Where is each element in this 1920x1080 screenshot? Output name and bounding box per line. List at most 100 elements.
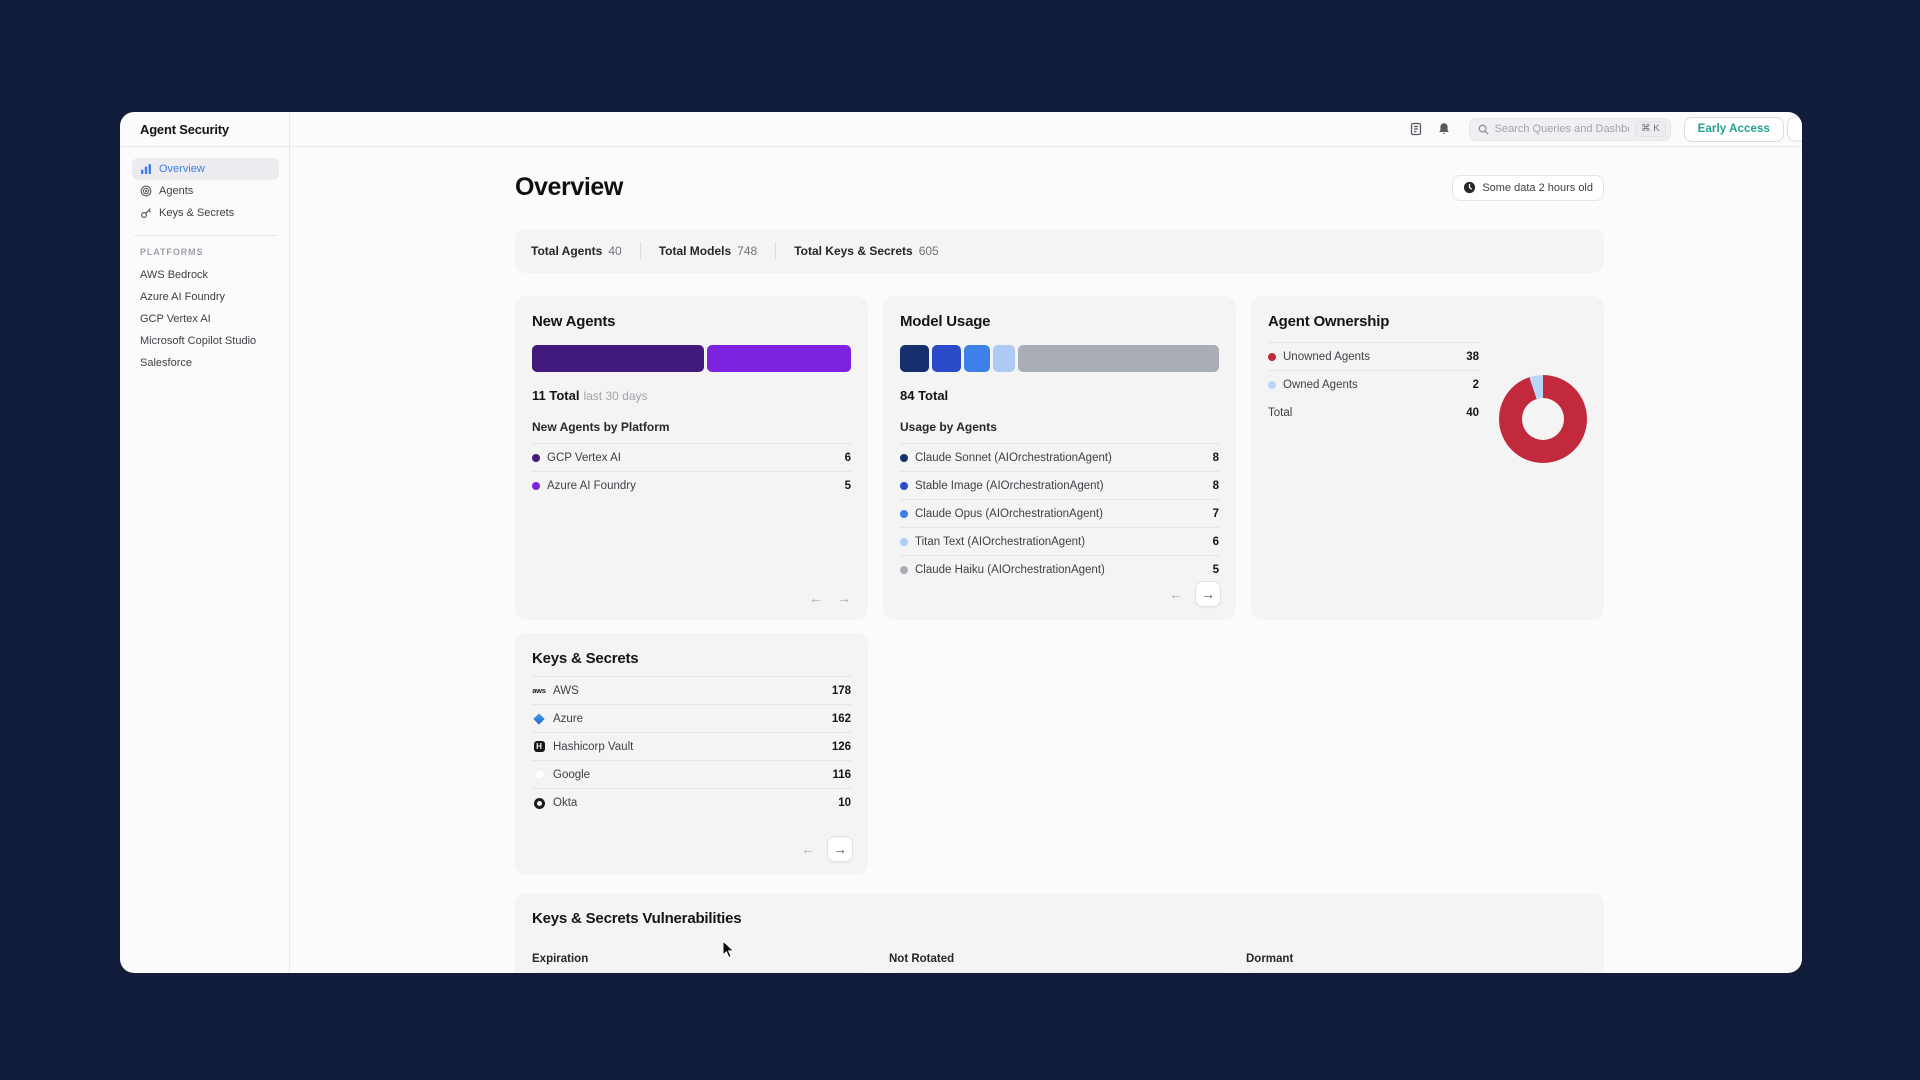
docs-icon[interactable] [1409, 122, 1424, 137]
sidebar-item-overview[interactable]: Overview [132, 158, 279, 180]
search-placeholder: Search Queries and Dashboards [1494, 123, 1630, 135]
notifications-bell-icon[interactable] [1437, 122, 1452, 137]
row-value: 5 [844, 480, 851, 492]
row-value: 178 [831, 684, 851, 697]
sidebar-item-platform[interactable]: Azure AI Foundry [140, 291, 225, 303]
stat-value: 605 [918, 244, 939, 258]
row-value: 8 [1212, 479, 1219, 492]
staleness-text: Some data 2 hours old [1482, 181, 1593, 194]
sidebar-item-platform[interactable]: AWS Bedrock [140, 269, 209, 281]
row-label: Stable Image (AIOrchestrationAgent) [915, 479, 1104, 492]
row-label: Unowned Agents [1283, 350, 1370, 363]
sidebar-item-platform[interactable]: Microsoft Copilot Studio [140, 335, 257, 347]
bar-segment [900, 345, 930, 372]
bar-segment [532, 345, 705, 372]
new-agents-total: 11 Total last 30 days [532, 388, 851, 403]
sidebar-nav: Overview Agents Keys & Secrets PLATFORMS… [120, 147, 289, 374]
total-label: Total [1268, 407, 1293, 419]
sidebar-header: Agent Security [120, 112, 289, 147]
card-title: Model Usage [900, 313, 991, 330]
row-value: 6 [844, 451, 851, 464]
row-value: 2 [1472, 379, 1479, 391]
page-title: Overview [515, 173, 623, 201]
model-usage-total: 84 Total [900, 388, 1219, 403]
app-window: Agent Security Overview Agents Keys & Se… [120, 112, 1802, 973]
next-page-button[interactable]: → [837, 590, 851, 606]
card-model-usage: Model Usage 84 Total Usage by Agents Cla… [883, 296, 1236, 620]
bar-segment [932, 345, 962, 372]
ownership-donut-chart [1499, 375, 1587, 463]
next-page-button[interactable]: → [1195, 581, 1221, 607]
card-subtitle: Usage by Agents [900, 420, 997, 434]
list-item: Claude Sonnet (AIOrchestrationAgent) 8 [900, 444, 1219, 472]
row-value: 116 [832, 768, 851, 781]
vulnerability-columns: Expiration Not Rotated Dormant [532, 953, 1587, 973]
key-icon [140, 208, 152, 219]
sidebar-divider [134, 235, 277, 236]
row-label: GCP Vertex AI [547, 451, 621, 464]
list-item: Azure 162 [532, 705, 851, 733]
prev-page-button[interactable]: ← [1169, 586, 1183, 602]
series-color-dot [900, 481, 908, 490]
column-header: Dormant [1246, 953, 1294, 965]
section-keys-secrets-vulnerabilities: Keys & Secrets Vulnerabilities Expiratio… [515, 893, 1604, 973]
list-item: GCP Vertex AI 6 [532, 444, 851, 472]
model-usage-list: Claude Sonnet (AIOrchestrationAgent) 8 Sta… [900, 443, 1219, 584]
search-icon [1478, 124, 1489, 135]
row-value: 10 [838, 797, 851, 809]
sidebar-item-keys-secrets[interactable]: Keys & Secrets [132, 202, 279, 224]
row-value: 126 [831, 740, 851, 753]
row-value: 38 [1466, 350, 1479, 363]
bar-segment [707, 345, 851, 372]
main-area: Search Queries and Dashboards ⌘ K Early … [290, 112, 1802, 973]
sidebar: Agent Security Overview Agents Keys & Se… [120, 112, 290, 973]
row-label: AWS [553, 684, 579, 697]
series-color-dot [532, 482, 540, 490]
total-period: last 30 days [583, 389, 648, 403]
sidebar-item-platform[interactable]: GCP Vertex AI [140, 313, 211, 325]
list-item: Titan Text (AIOrchestrationAgent) 6 [900, 528, 1219, 556]
model-usage-stacked-bar [900, 345, 1219, 372]
early-access-label: Early Access [1697, 123, 1770, 135]
pagination: ← → [799, 836, 853, 862]
section-title: Keys & Secrets Vulnerabilities [532, 910, 742, 927]
prev-page-button[interactable]: ← [809, 590, 823, 606]
sidebar-item-label: Overview [159, 163, 205, 175]
row-value: 8 [1212, 451, 1219, 464]
new-agents-list: GCP Vertex AI 6 Azure AI Foundry 5 [532, 443, 851, 500]
stat-label: Total Models [658, 244, 732, 258]
total-value: 11 Total [532, 388, 580, 403]
pagination: ← → [1167, 581, 1221, 607]
row-value: 7 [1212, 507, 1219, 520]
vulnerability-card [1246, 972, 1587, 973]
bar-segment [993, 345, 1015, 372]
prev-page-button[interactable]: ← [801, 841, 815, 857]
list-item: Okta 10 [532, 789, 851, 817]
sidebar-item-platform[interactable]: Salesforce [140, 357, 192, 369]
search-shortcut-badge: ⌘ K [1635, 121, 1666, 137]
clipped-toolbar-button[interactable] [1787, 116, 1802, 142]
column-header: Expiration [532, 953, 589, 965]
stat-total-agents: Total Agents 40 [531, 244, 622, 258]
bar-segment [1017, 345, 1219, 372]
next-page-button[interactable]: → [827, 836, 853, 862]
card-keys-secrets: Keys & Secrets aws AWS 178 Azure 162 H Hashico… [515, 633, 868, 875]
list-item: Google 116 [532, 761, 851, 789]
row-label: Google [553, 768, 591, 781]
vulnerability-column: Dormant [1246, 953, 1587, 973]
stat-total-keys-secrets: Total Keys & Secrets 605 [794, 244, 939, 258]
total-value: 84 Total [900, 388, 949, 403]
series-color-dot [1268, 381, 1276, 389]
azure-icon [532, 712, 546, 725]
sidebar-item-agents[interactable]: Agents [132, 180, 279, 202]
search-input[interactable]: Search Queries and Dashboards ⌘ K [1468, 117, 1671, 141]
early-access-button[interactable]: Early Access [1683, 116, 1784, 142]
column-header: Not Rotated [889, 953, 955, 965]
platforms-list: AWS Bedrock Azure AI Foundry GCP Vertex AI… [132, 264, 279, 374]
row-label: Titan Text (AIOrchestrationAgent) [915, 535, 1086, 548]
row-value: 6 [1212, 535, 1219, 548]
new-agents-stacked-bar [532, 345, 851, 372]
list-item: Unowned Agents 38 [1268, 343, 1479, 371]
card-new-agents: New Agents 11 Total last 30 days New Agen… [515, 296, 868, 620]
card-title: Agent Ownership [1268, 313, 1390, 330]
